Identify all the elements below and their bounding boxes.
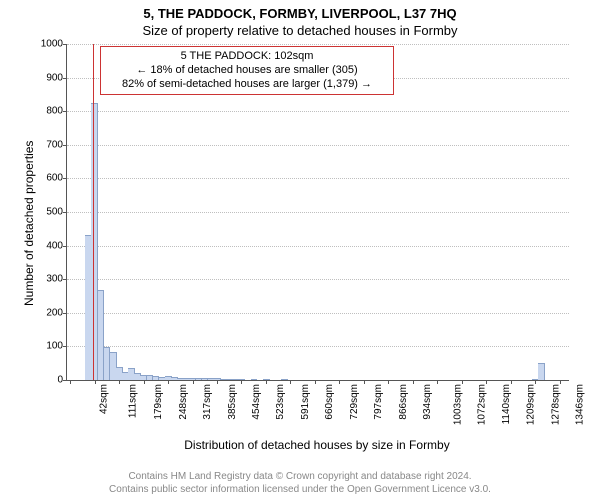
- y-tick-label: 500: [46, 207, 67, 218]
- gridline: [67, 313, 569, 314]
- gridline: [67, 246, 569, 247]
- x-tick-label: 934sqm: [422, 380, 433, 420]
- x-tick-label: 523sqm: [276, 380, 287, 420]
- x-tick-label: 179sqm: [153, 380, 164, 420]
- x-tick-label: 729sqm: [349, 380, 360, 420]
- annotation-line-1: 5 THE PADDOCK: 102sqm: [107, 50, 387, 64]
- x-tick-label: 317sqm: [202, 380, 213, 420]
- x-tick-label: 1072sqm: [477, 380, 488, 425]
- x-tick-label: 111sqm: [127, 380, 138, 418]
- footer-attribution: Contains HM Land Registry data © Crown c…: [0, 470, 600, 496]
- x-tick-label: 1278sqm: [550, 380, 561, 425]
- footer-line-1: Contains HM Land Registry data © Crown c…: [0, 470, 600, 483]
- x-axis-label: Distribution of detached houses by size …: [66, 438, 568, 452]
- x-tick-label: 385sqm: [227, 380, 238, 420]
- x-tick-label: 591sqm: [300, 380, 311, 420]
- gridline: [67, 279, 569, 280]
- gridline: [67, 212, 569, 213]
- gridline: [67, 178, 569, 179]
- gridline: [67, 145, 569, 146]
- annotation-line-2: ← 18% of detached houses are smaller (30…: [107, 64, 387, 78]
- x-tick-label: 454sqm: [251, 380, 262, 420]
- x-tick-label: 1346sqm: [575, 380, 586, 425]
- y-tick-label: 1000: [41, 39, 67, 50]
- x-tick-label: 797sqm: [374, 380, 385, 420]
- x-tick-label: 866sqm: [398, 380, 409, 420]
- x-tick-label: 660sqm: [325, 380, 336, 420]
- y-axis-label: Number of detached properties: [22, 141, 36, 306]
- x-tick-label: 1140sqm: [501, 380, 512, 424]
- y-tick-label: 900: [46, 72, 67, 83]
- y-tick-label: 400: [46, 240, 67, 251]
- y-tick-label: 300: [46, 274, 67, 285]
- gridline: [67, 111, 569, 112]
- y-tick-label: 800: [46, 106, 67, 117]
- y-tick-label: 200: [46, 307, 67, 318]
- y-tick-label: 600: [46, 173, 67, 184]
- chart-container: 5, THE PADDOCK, FORMBY, LIVERPOOL, L37 7…: [0, 0, 600, 500]
- gridline: [67, 44, 569, 45]
- x-tick-label: 248sqm: [178, 380, 189, 420]
- x-tick-label: 1209sqm: [526, 380, 537, 425]
- gridline: [67, 346, 569, 347]
- property-marker-line: [93, 44, 94, 380]
- annotation-line-3: 82% of semi-detached houses are larger (…: [107, 78, 387, 92]
- x-tick-label: 1003sqm: [453, 380, 464, 425]
- y-tick-label: 100: [46, 341, 67, 352]
- y-tick-label: 700: [46, 139, 67, 150]
- annotation-callout: 5 THE PADDOCK: 102sqm ← 18% of detached …: [100, 46, 394, 95]
- footer-line-2: Contains public sector information licen…: [0, 483, 600, 496]
- y-tick-label: 0: [57, 375, 67, 386]
- histogram-bar: [538, 363, 545, 380]
- x-tick-label: 42sqm: [99, 380, 110, 414]
